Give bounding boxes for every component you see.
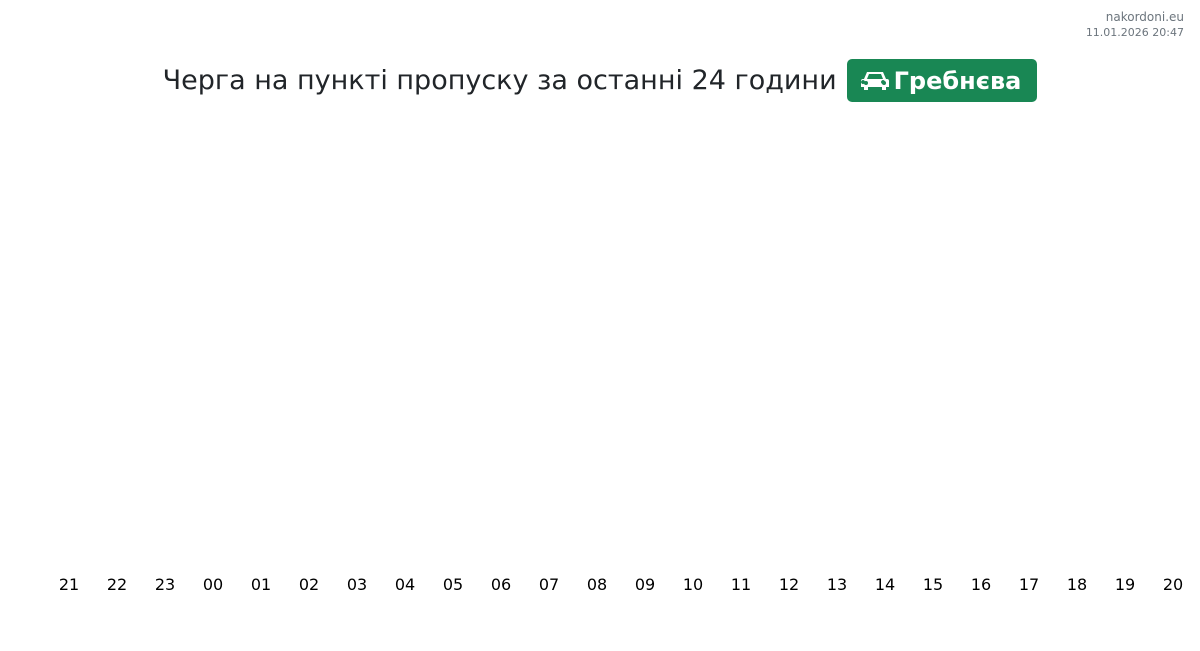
brand-block: nakordoni.eu 11.01.2026 20:47	[1086, 9, 1184, 41]
x-tick-label: 04	[395, 575, 415, 594]
x-tick-label: 15	[923, 575, 943, 594]
x-tick-label: 03	[347, 575, 367, 594]
x-tick-label: 10	[683, 575, 703, 594]
x-tick-label: 12	[779, 575, 799, 594]
x-tick-label: 09	[635, 575, 655, 594]
x-tick-label: 11	[731, 575, 751, 594]
x-tick-label: 08	[587, 575, 607, 594]
header: Черга на пункті пропуску за останні 24 г…	[0, 59, 1200, 102]
checkpoint-name: Гребнєва	[893, 66, 1022, 95]
checkpoint-badge: Гребнєва	[846, 59, 1038, 102]
x-tick-label: 02	[299, 575, 319, 594]
x-tick-label: 13	[827, 575, 847, 594]
x-tick-label: 05	[443, 575, 463, 594]
x-tick-label: 23	[155, 575, 175, 594]
x-tick-label: 19	[1115, 575, 1135, 594]
queue-chart: 21 22 23 00 01 02 03 04 05 06 07 08 09 10 11 12 13 14 15 16…	[59, 575, 1183, 594]
x-tick-label: 01	[251, 575, 271, 594]
site-name: nakordoni.eu	[1105, 10, 1184, 24]
x-tick-label: 00	[203, 575, 223, 594]
x-tick-label: 18	[1067, 575, 1087, 594]
x-tick-label: 14	[875, 575, 895, 594]
x-tick-label: 16	[971, 575, 991, 594]
car-icon	[860, 71, 889, 90]
x-tick-label: 20	[1163, 575, 1183, 594]
x-tick-label: 17	[1019, 575, 1039, 594]
x-tick-label: 21	[59, 575, 79, 594]
x-tick-label: 06	[491, 575, 511, 594]
x-tick-label: 22	[107, 575, 127, 594]
timestamp: 11.01.2026 20:47	[1085, 26, 1184, 39]
page-title: Черга на пункті пропуску за останні 24 г…	[162, 65, 837, 96]
x-tick-label: 07	[539, 575, 559, 594]
